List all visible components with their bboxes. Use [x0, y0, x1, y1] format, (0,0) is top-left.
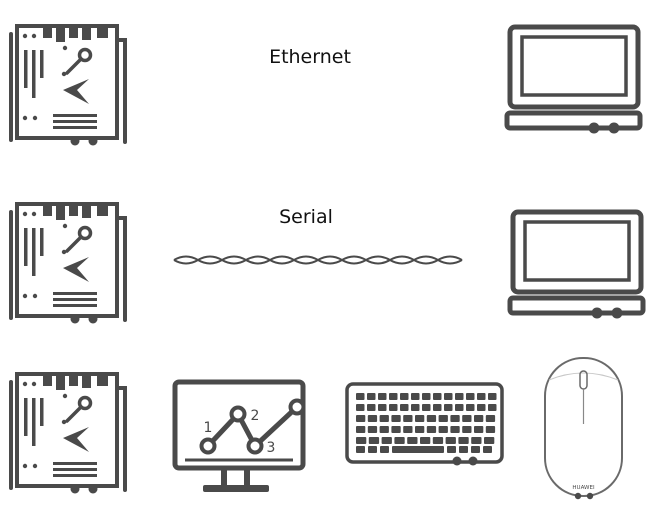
keyboard-key [433, 393, 442, 400]
keyboard-key [445, 437, 456, 444]
keyboard-key [391, 426, 401, 433]
keyboard-key [394, 437, 405, 444]
keyboard-key [466, 393, 475, 400]
keyboard-key [367, 415, 378, 422]
laptop-serial [510, 212, 643, 319]
keyboard-key [488, 404, 497, 411]
keyboard-key [400, 393, 409, 400]
keyboard-key [403, 415, 413, 422]
keyboard-key [368, 437, 380, 444]
keyboard-key [378, 404, 387, 411]
keyboard-key [411, 393, 420, 400]
keyboard-key [415, 426, 425, 433]
ethernet-label: Ethernet [269, 46, 351, 68]
keyboard-key [411, 404, 420, 411]
keyboard-key [356, 393, 365, 400]
keyboard-key [378, 393, 387, 400]
keyboard-key [484, 437, 495, 444]
keyboard-key [474, 426, 484, 433]
dev-board-peripherals [9, 372, 127, 496]
keyboard-key [380, 446, 389, 453]
keyboard-key [356, 437, 367, 444]
keyboard-key [433, 404, 442, 411]
keyboard-key [367, 404, 376, 411]
keyboard [345, 382, 504, 466]
keyboard-key [407, 437, 418, 444]
monitor-line-chart: 1 2 3 [199, 398, 306, 456]
keyboard-key [471, 437, 482, 444]
keyboard-key [459, 446, 468, 453]
keyboard-key [455, 393, 464, 400]
keyboard-key [403, 426, 413, 433]
keyboard-key [356, 446, 365, 453]
keyboard-key [389, 404, 398, 411]
keyboard-key [438, 426, 448, 433]
keyboard-key [422, 404, 431, 411]
chart-point-label-2: 2 [251, 408, 260, 424]
dev-board-serial [9, 202, 127, 326]
keyboard-key [447, 446, 456, 453]
keyboard-key [455, 404, 464, 411]
mouse-scroll-wheel [579, 370, 588, 390]
serial-cable [173, 255, 463, 265]
keyboard-key [426, 415, 437, 422]
keyboard-key [368, 446, 377, 453]
keyboard-key [466, 404, 475, 411]
keyboard-key [389, 393, 398, 400]
keyboard-key [485, 415, 496, 422]
keyboard-key [415, 415, 425, 422]
keyboard-spacebar [392, 446, 444, 453]
keyboard-key [356, 404, 365, 411]
chart-point-label-1: 1 [204, 420, 213, 436]
keyboard-key [367, 393, 376, 400]
chart-point-label-3: 3 [267, 440, 276, 456]
keyboard-key [379, 426, 389, 433]
keyboard-key [483, 446, 492, 453]
keyboard-key [458, 437, 469, 444]
keyboard-key [432, 437, 444, 444]
serial-label: Serial [279, 206, 333, 228]
keyboard-key [485, 426, 496, 433]
keyboard-keys [356, 393, 497, 453]
keyboard-key [462, 426, 472, 433]
keyboard-key [471, 446, 480, 453]
keyboard-key [462, 415, 472, 422]
monitor: 1 2 3 [172, 379, 306, 492]
keyboard-key [420, 437, 431, 444]
keyboard-key [379, 415, 389, 422]
keyboard-key [477, 393, 486, 400]
keyboard-key [356, 415, 366, 422]
keyboard-key [356, 426, 366, 433]
keyboard-key [488, 393, 497, 400]
keyboard-key [422, 393, 431, 400]
keyboard-key [426, 426, 437, 433]
keyboard-key [444, 393, 453, 400]
keyboard-key [450, 415, 460, 422]
mouse: HUAWEI [544, 357, 623, 500]
keyboard-key [474, 415, 484, 422]
keyboard-key [381, 437, 392, 444]
keyboard-key [391, 415, 401, 422]
laptop-ethernet [507, 27, 640, 134]
dev-board-ethernet [9, 24, 127, 148]
keyboard-key [400, 404, 409, 411]
keyboard-key [450, 426, 460, 433]
keyboard-key [477, 404, 486, 411]
keyboard-key [444, 404, 453, 411]
keyboard-key [367, 426, 378, 433]
mouse-brand-label: HUAWEI [572, 485, 595, 491]
keyboard-key [438, 415, 448, 422]
